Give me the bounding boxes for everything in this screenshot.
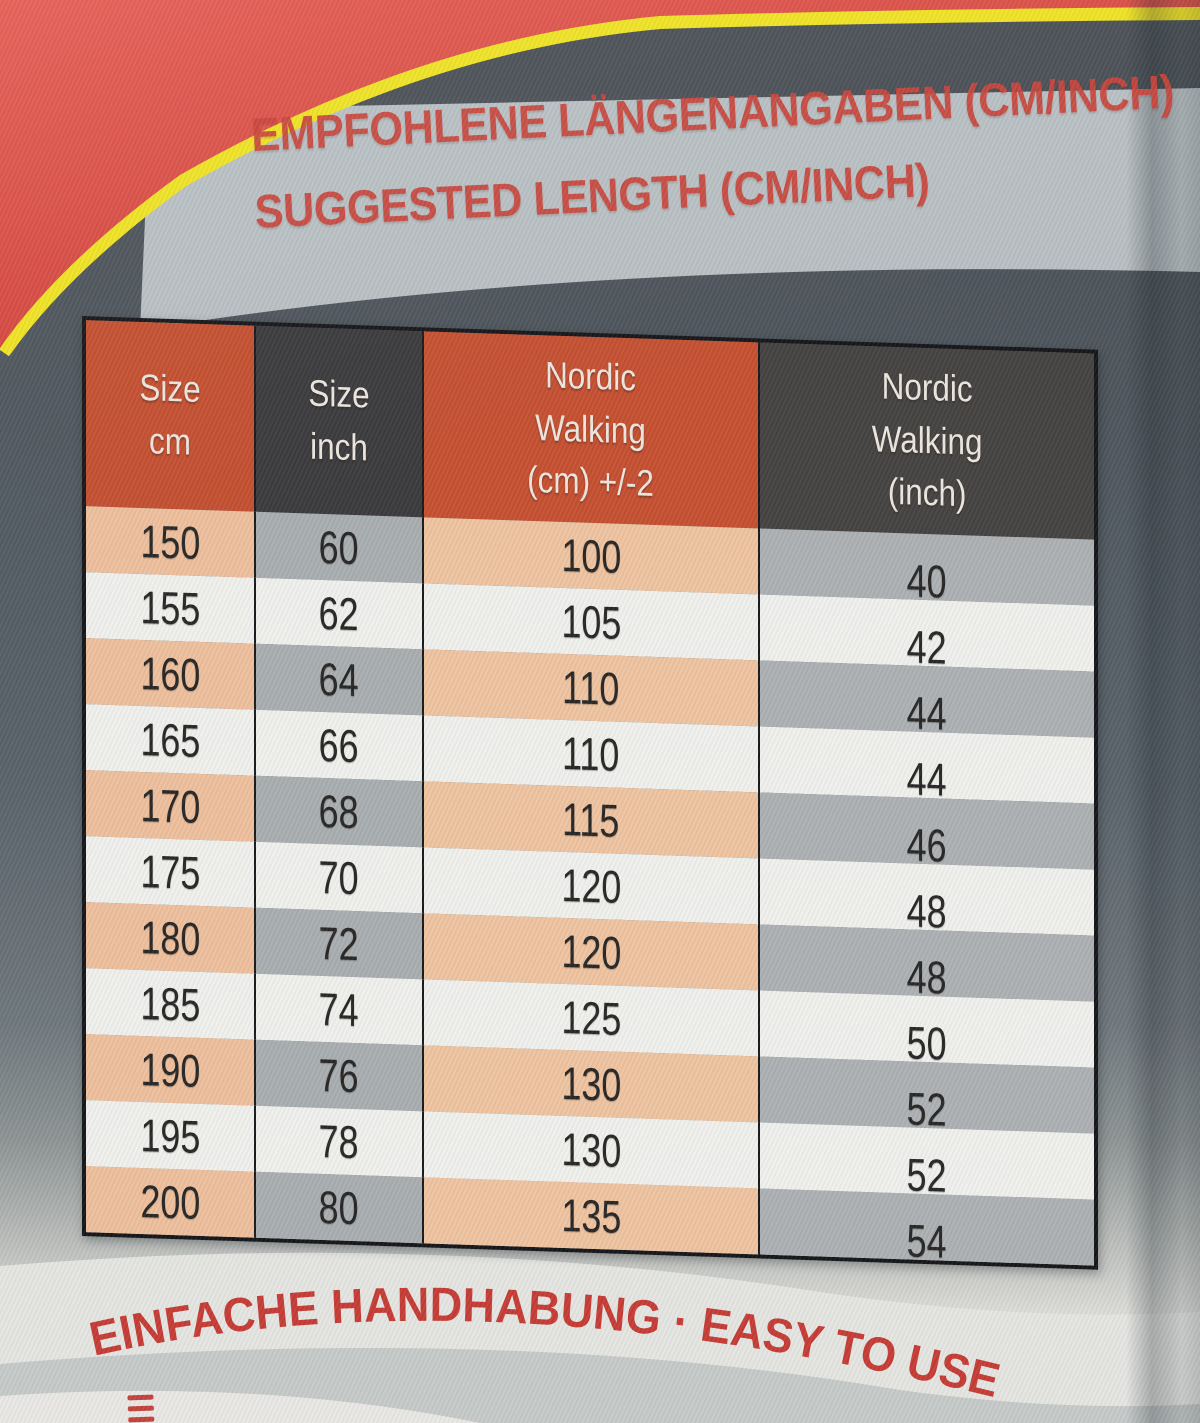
- table-cell: 52: [760, 1122, 1094, 1202]
- table-cell: 120: [424, 913, 760, 991]
- table-cell: 130: [424, 1111, 760, 1189]
- cell-text: 165: [140, 712, 200, 767]
- cell-text: 190: [140, 1042, 200, 1097]
- cell-text: 110: [562, 726, 620, 781]
- cell-text: 66: [319, 718, 359, 773]
- table-cell: 105: [424, 583, 760, 661]
- cell-text: 68: [319, 784, 359, 839]
- cell-text: 105: [561, 594, 621, 649]
- bullet-bar: [127, 1394, 154, 1401]
- table-cell: 76: [256, 1039, 424, 1112]
- table-cell: 160: [86, 638, 256, 710]
- size-table: Size cm Size inch Nordic Walking (cm) +/…: [82, 316, 1098, 1270]
- table-cell: 52: [760, 1056, 1094, 1136]
- table-cell: 185: [86, 968, 256, 1040]
- table-cell: 150: [86, 506, 256, 578]
- cell-text: 155: [140, 580, 200, 635]
- bullet-list-marker: [127, 1394, 155, 1423]
- title-band: [140, 88, 1200, 330]
- table-cell: 200: [86, 1166, 256, 1238]
- table-cell: 130: [424, 1045, 760, 1123]
- table-cell: 165: [86, 704, 256, 776]
- bottom-white-wedge: [0, 1390, 480, 1423]
- header-text: Size inch: [308, 372, 370, 469]
- table-cell: 74: [256, 973, 424, 1046]
- table-cell: 80: [256, 1171, 424, 1244]
- bullet-bar: [128, 1416, 155, 1423]
- right-fold-shade: [1126, 0, 1200, 1423]
- table-cell: 175: [86, 836, 256, 908]
- table-cell: 48: [760, 858, 1094, 938]
- cell-text: 130: [561, 1056, 621, 1111]
- cell-text: 160: [140, 646, 200, 701]
- column-header-size-inch: Size inch: [256, 325, 424, 518]
- table-cell: 170: [86, 770, 256, 842]
- cell-text: 120: [561, 858, 621, 913]
- table-cell: 40: [760, 528, 1094, 608]
- table-cell: 195: [86, 1100, 256, 1172]
- table-cell: 66: [256, 709, 424, 782]
- cell-text: 54: [907, 1214, 947, 1268]
- cell-text: 130: [561, 1122, 621, 1177]
- table-header-row: Size cm Size inch Nordic Walking (cm) +/…: [86, 320, 1094, 540]
- column-header-nordic-inch: Nordic Walking (inch): [760, 342, 1094, 540]
- table-cell: 190: [86, 1034, 256, 1106]
- table-cell: 42: [760, 594, 1094, 674]
- table-cell: 180: [86, 902, 256, 974]
- table-cell: 70: [256, 841, 424, 914]
- table-cell: 68: [256, 775, 424, 848]
- table-cell: 60: [256, 511, 424, 584]
- cell-text: 200: [140, 1174, 200, 1229]
- cell-text: 78: [319, 1114, 359, 1169]
- table-cell: 54: [760, 1188, 1094, 1268]
- cell-text: 135: [561, 1188, 621, 1243]
- table-cell: 48: [760, 924, 1094, 1004]
- cell-text: 150: [140, 514, 200, 569]
- table-cell: 125: [424, 979, 760, 1057]
- table-cell: 120: [424, 847, 760, 925]
- cell-text: 175: [140, 844, 200, 899]
- table-cell: 72: [256, 907, 424, 980]
- cell-text: 125: [561, 990, 621, 1045]
- table-cell: 78: [256, 1105, 424, 1178]
- table-cell: 46: [760, 792, 1094, 872]
- table-cell: 100: [424, 517, 760, 595]
- cell-text: 100: [561, 528, 621, 583]
- table-cell: 50: [760, 990, 1094, 1070]
- cell-text: 195: [140, 1108, 200, 1163]
- table-cell: 110: [424, 649, 760, 727]
- cell-text: 185: [140, 976, 200, 1031]
- header-text: Size cm: [139, 367, 201, 463]
- cell-text: 110: [562, 660, 620, 715]
- cell-text: 64: [319, 652, 359, 707]
- cell-text: 72: [319, 916, 359, 971]
- table-cell: 64: [256, 643, 424, 716]
- cell-text: 62: [319, 586, 359, 641]
- column-header-size-cm: Size cm: [86, 320, 256, 512]
- table-cell: 135: [424, 1177, 760, 1255]
- cell-text: 120: [561, 924, 621, 979]
- cell-text: 80: [319, 1180, 359, 1235]
- cell-text: 180: [140, 910, 200, 965]
- header-text: Nordic Walking (inch): [871, 365, 983, 515]
- table-cell: 44: [760, 726, 1094, 806]
- table-cell: 115: [424, 781, 760, 859]
- header-text: Nordic Walking (cm) +/-2: [527, 354, 655, 505]
- yellow-stripe: [0, 0, 1200, 357]
- table-cell: 110: [424, 715, 760, 793]
- column-header-nordic-cm: Nordic Walking (cm) +/-2: [424, 331, 760, 529]
- cell-text: 70: [319, 850, 359, 905]
- table-cell: 62: [256, 577, 424, 650]
- cell-text: 115: [562, 792, 620, 847]
- cell-text: 60: [319, 520, 359, 575]
- cell-text: 76: [319, 1048, 359, 1103]
- bullet-bar: [127, 1405, 154, 1412]
- table-cell: 155: [86, 572, 256, 644]
- red-banner-shape: [0, 0, 1200, 348]
- cell-text: 74: [319, 982, 359, 1037]
- table-cell: 44: [760, 660, 1094, 740]
- cell-text: 170: [140, 778, 200, 833]
